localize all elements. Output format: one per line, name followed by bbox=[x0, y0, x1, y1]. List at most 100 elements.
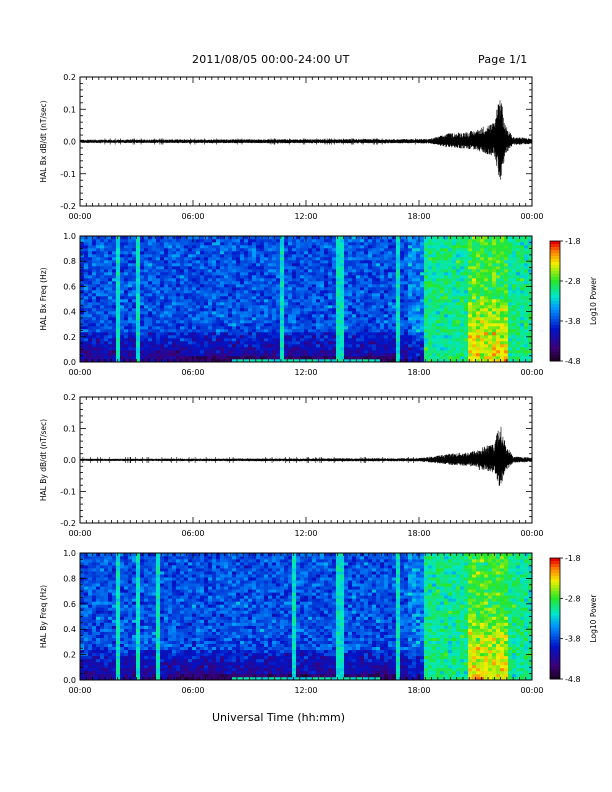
spectrogram-cell bbox=[524, 236, 529, 240]
spectrogram-cell bbox=[124, 305, 129, 309]
spectrogram-cell bbox=[480, 335, 485, 339]
spectrogram-cell bbox=[264, 278, 269, 282]
spectrogram-cell bbox=[296, 320, 301, 324]
spectrogram-cell bbox=[116, 296, 121, 300]
spectrogram-cell bbox=[120, 311, 125, 315]
spectrogram-cell bbox=[476, 347, 481, 351]
spectrogram-cell bbox=[176, 302, 181, 306]
spectrogram-cell bbox=[124, 287, 129, 291]
spectrogram-cell bbox=[372, 296, 377, 300]
spectrogram-cell bbox=[244, 287, 249, 291]
spectrogram-cell bbox=[444, 266, 449, 270]
spectrogram-cell bbox=[192, 263, 197, 267]
spectrogram-cell bbox=[348, 263, 353, 267]
spectrogram-cell bbox=[384, 350, 389, 354]
spectrogram-cell bbox=[200, 266, 205, 270]
spectrogram-cell bbox=[316, 308, 321, 312]
spectrogram-cell bbox=[352, 338, 357, 342]
spectrogram-cell bbox=[96, 353, 101, 357]
spectrogram-cell bbox=[420, 308, 425, 312]
spectrogram-cell bbox=[188, 242, 193, 246]
spectrogram-cell bbox=[332, 347, 337, 351]
spectrogram-cell bbox=[468, 269, 473, 273]
spectrogram-cell bbox=[316, 353, 321, 357]
spectrogram-cell bbox=[424, 302, 429, 306]
spectrogram-cell bbox=[332, 299, 337, 303]
spectrogram-cell bbox=[392, 257, 397, 261]
spectrogram-cell bbox=[156, 266, 161, 270]
spectrogram-cell bbox=[308, 335, 313, 339]
spectrogram-cell bbox=[464, 260, 469, 264]
spectrogram-cell bbox=[496, 275, 501, 279]
spectrogram-cell bbox=[284, 338, 289, 342]
spectrogram-cell bbox=[492, 335, 497, 339]
spectrogram-cell bbox=[236, 293, 241, 297]
spectrogram-cell bbox=[456, 293, 461, 297]
spectrogram-cell bbox=[120, 272, 125, 276]
spectrogram-cell bbox=[320, 245, 325, 249]
spectrogram-cell bbox=[84, 251, 89, 255]
spectrogram-cell bbox=[276, 275, 281, 279]
spectrogram-cell bbox=[108, 236, 113, 240]
spectrogram-cell bbox=[440, 302, 445, 306]
spectrogram-cell bbox=[232, 320, 237, 324]
spectrogram-cell bbox=[212, 281, 217, 285]
spectrogram-cell bbox=[440, 350, 445, 354]
spectrogram-cell bbox=[340, 239, 345, 243]
spectrogram-cell bbox=[500, 359, 505, 363]
spectrogram-cell bbox=[424, 245, 429, 249]
spectrogram-cell bbox=[364, 287, 369, 291]
spectrogram-cell bbox=[480, 263, 485, 267]
spectrogram-cell bbox=[304, 248, 309, 252]
spectrogram-cell bbox=[404, 308, 409, 312]
spectrogram-cell bbox=[452, 314, 457, 318]
spectrogram-cell bbox=[320, 281, 325, 285]
spectrogram-cell bbox=[476, 260, 481, 264]
spectrogram-cell bbox=[312, 275, 317, 279]
spectrogram-cell bbox=[200, 299, 205, 303]
spectrogram-cell bbox=[328, 245, 333, 249]
spectrogram-cell bbox=[112, 248, 117, 252]
spectrogram-cell bbox=[200, 350, 205, 354]
spectrogram-cell bbox=[92, 353, 97, 357]
spectrogram-cell bbox=[272, 314, 277, 318]
spectrogram-cell bbox=[480, 347, 485, 351]
spectrogram-cell bbox=[376, 323, 381, 327]
spectrogram-cell bbox=[504, 245, 509, 249]
spectrogram-cell bbox=[348, 302, 353, 306]
spectrogram-cell bbox=[436, 254, 441, 258]
spectrogram-cell bbox=[476, 284, 481, 288]
spectrogram-cell bbox=[276, 317, 281, 321]
spectrogram-cell bbox=[132, 260, 137, 264]
spectrogram-cell bbox=[472, 278, 477, 282]
spectrogram-cell bbox=[440, 320, 445, 324]
spectrogram-cell bbox=[188, 344, 193, 348]
spectrogram-cell bbox=[224, 311, 229, 315]
spectrogram-cell bbox=[392, 353, 397, 357]
spectrogram-cell bbox=[440, 269, 445, 273]
spectrogram-cell bbox=[180, 272, 185, 276]
spectrogram-cell bbox=[312, 359, 317, 363]
spectrogram-cell bbox=[404, 338, 409, 342]
spectrogram-cell bbox=[232, 347, 237, 351]
spectrogram-cell bbox=[216, 329, 221, 333]
spectrogram-cell bbox=[484, 293, 489, 297]
spectrogram-cell bbox=[352, 335, 357, 339]
spectrogram-cell bbox=[212, 314, 217, 318]
spectrogram-cell bbox=[144, 242, 149, 246]
spectrogram-cell bbox=[132, 245, 137, 249]
spectrogram-cell bbox=[416, 272, 421, 276]
spectrogram-cell bbox=[312, 350, 317, 354]
spectrogram-cell bbox=[508, 353, 513, 357]
spectrogram-cell bbox=[380, 359, 385, 363]
spectrogram-cell bbox=[356, 266, 361, 270]
spectrogram-cell bbox=[280, 284, 285, 288]
spectrogram-cell bbox=[376, 290, 381, 294]
spectrogram-cell bbox=[204, 254, 209, 258]
spectrogram-cell bbox=[284, 236, 289, 240]
spectrogram-cell bbox=[252, 287, 257, 291]
spectrogram-cell bbox=[120, 323, 125, 327]
spectrogram-cell bbox=[300, 254, 305, 258]
spectrogram-cell bbox=[528, 278, 533, 282]
spectrogram-cell bbox=[220, 293, 225, 297]
